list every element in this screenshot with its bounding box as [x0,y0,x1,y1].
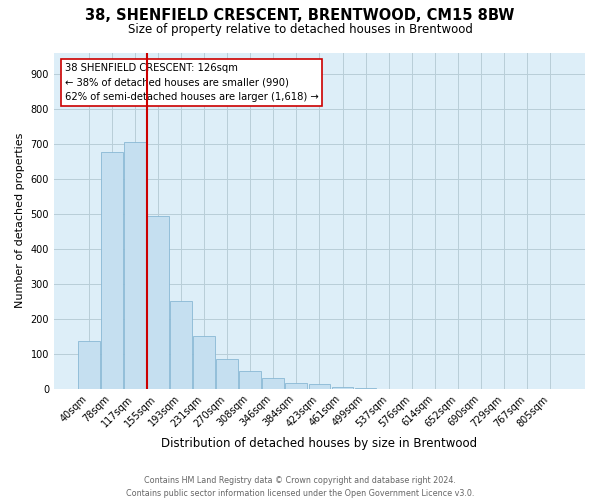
Bar [239,372,261,389]
Bar [124,142,146,389]
Bar [78,341,100,389]
Bar [193,336,215,389]
Bar [355,388,376,389]
Y-axis label: Number of detached properties: Number of detached properties [15,133,25,308]
Text: Contains HM Land Registry data © Crown copyright and database right 2024.
Contai: Contains HM Land Registry data © Crown c… [126,476,474,498]
Text: 38 SHENFIELD CRESCENT: 126sqm
← 38% of detached houses are smaller (990)
62% of : 38 SHENFIELD CRESCENT: 126sqm ← 38% of d… [65,62,318,102]
Bar [332,387,353,389]
Bar [101,152,123,389]
Bar [217,359,238,389]
Text: 38, SHENFIELD CRESCENT, BRENTWOOD, CM15 8BW: 38, SHENFIELD CRESCENT, BRENTWOOD, CM15 … [85,8,515,22]
Text: Size of property relative to detached houses in Brentwood: Size of property relative to detached ho… [128,22,472,36]
X-axis label: Distribution of detached houses by size in Brentwood: Distribution of detached houses by size … [161,437,478,450]
Bar [170,300,192,389]
Bar [147,216,169,389]
Bar [308,384,331,389]
Bar [262,378,284,389]
Bar [286,382,307,389]
